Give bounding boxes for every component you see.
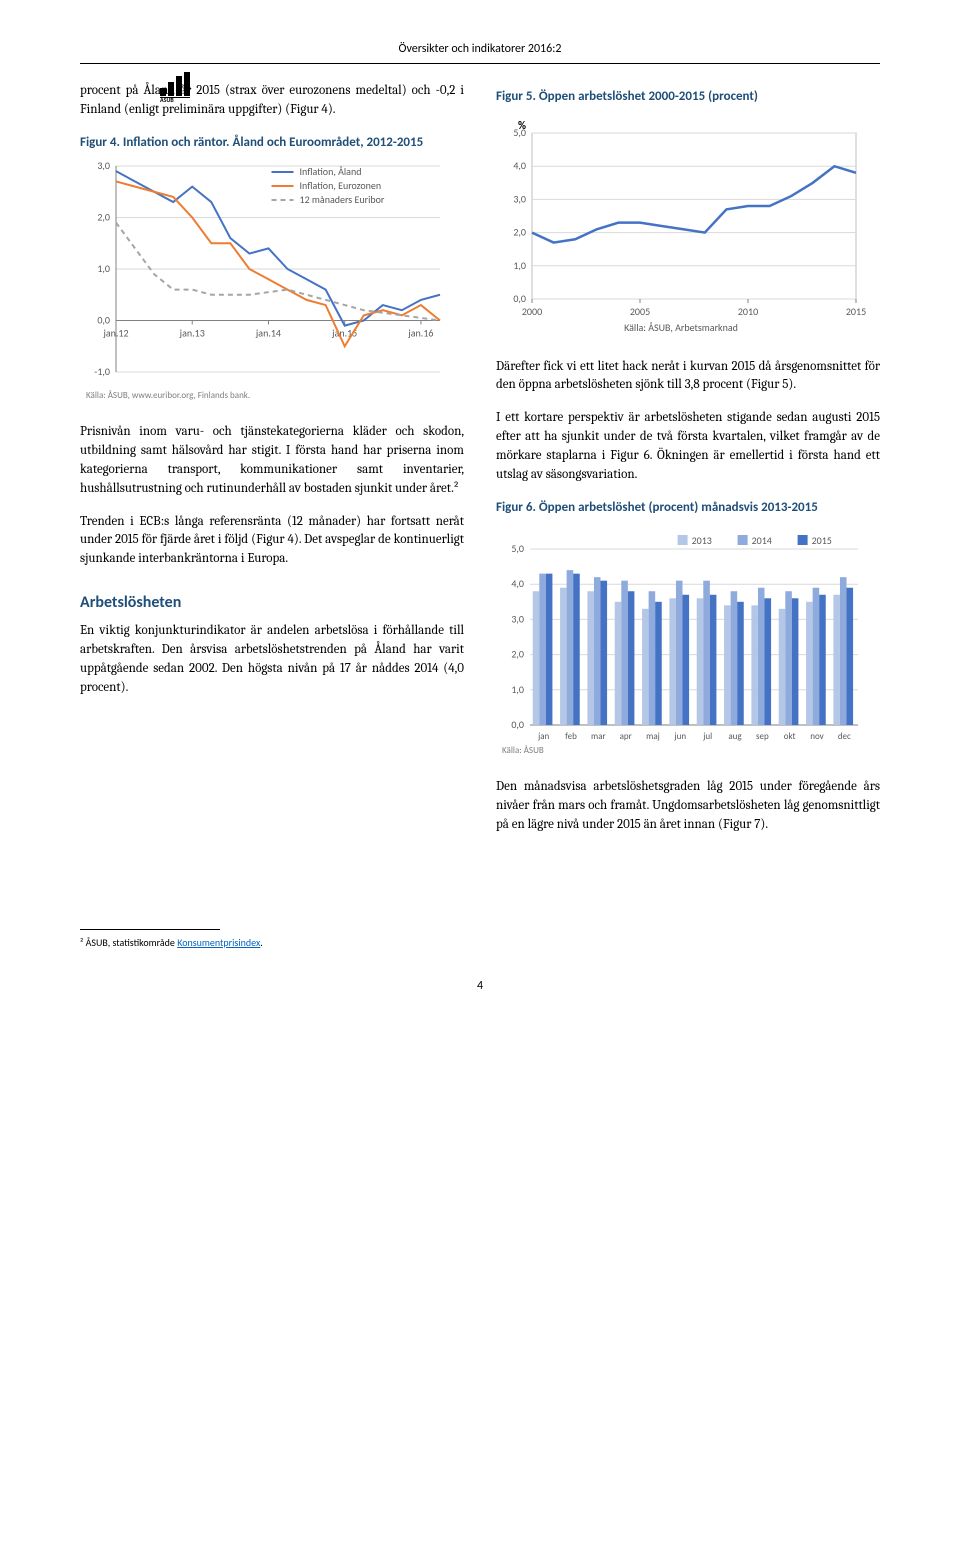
svg-text:aug: aug: [728, 731, 742, 742]
left-column: procent på Åland år 2015 (strax över eur…: [80, 82, 464, 849]
footnote-text: ÅSUB, statistikområde: [83, 936, 177, 949]
svg-text:2013: 2013: [692, 534, 712, 547]
right-p1: Därefter fick vi ett litet hack neråt i …: [496, 358, 880, 396]
right-column: Figur 5. Öppen arbetslöshet 2000-2015 (p…: [496, 82, 880, 849]
left-p4: En viktig konjunkturindikator är andelen…: [80, 622, 464, 697]
fig4-chart: -1,00,01,02,03,0jan.12jan.13jan.14jan.15…: [80, 160, 464, 407]
fig5-title: Figur 5. Öppen arbetslöshet 2000-2015 (p…: [496, 88, 880, 107]
svg-text:4,0: 4,0: [511, 578, 524, 591]
left-p2: Prisnivån inom varu- och tjänstekategori…: [80, 423, 464, 498]
svg-text:jan.13: jan.13: [179, 327, 205, 340]
svg-text:Inflation, Eurozonen: Inflation, Eurozonen: [300, 179, 382, 192]
svg-text:1,0: 1,0: [513, 258, 526, 271]
svg-text:jan: jan: [537, 731, 549, 742]
svg-text:4,0: 4,0: [513, 159, 526, 172]
footnote-link[interactable]: Konsumentprisindex: [177, 936, 260, 949]
left-p1: procent på Åland år 2015 (strax över eur…: [80, 82, 464, 120]
svg-text:2,0: 2,0: [97, 211, 110, 224]
svg-text:jun: jun: [674, 731, 687, 742]
svg-text:Inflation, Åland: Inflation, Åland: [300, 165, 362, 178]
fig5-chart: 0,01,02,03,04,05,0%2000200520102015Källa…: [496, 115, 880, 342]
footnote-rule: [80, 929, 220, 930]
fig6-title: Figur 6. Öppen arbetslöshet (procent) må…: [496, 499, 880, 518]
svg-text:2015: 2015: [812, 534, 832, 547]
svg-text:12 månaders Euribor: 12 månaders Euribor: [300, 193, 385, 206]
svg-text:2014: 2014: [752, 534, 772, 547]
fig6-chart: 0,0 1,0 2,0 3,0 4,0 5,0 2013 2014 2015 jan feb mar a…: [496, 525, 880, 762]
svg-text:0,0: 0,0: [511, 718, 524, 731]
svg-text:5,0: 5,0: [511, 542, 524, 555]
svg-text:3,0: 3,0: [513, 192, 526, 205]
svg-text:Källa: ÅSUB: Källa: ÅSUB: [502, 745, 544, 755]
svg-text:Källa: ÅSUB, Arbetsmarknad: Källa: ÅSUB, Arbetsmarknad: [624, 321, 738, 334]
svg-text:jul: jul: [702, 731, 712, 742]
svg-text:2,0: 2,0: [513, 225, 526, 238]
svg-text:jan.12: jan.12: [102, 327, 128, 340]
svg-text:maj: maj: [646, 731, 660, 742]
svg-text:2015: 2015: [846, 305, 866, 318]
svg-text:jan.16: jan.16: [407, 327, 433, 340]
svg-text:2000: 2000: [522, 305, 542, 318]
svg-text:sep: sep: [756, 731, 769, 742]
svg-text:0,0: 0,0: [97, 314, 110, 327]
svg-text:3,0: 3,0: [511, 613, 524, 626]
section-arbetslosheten: Arbetslösheten: [80, 591, 464, 614]
svg-text:jan.14: jan.14: [255, 327, 281, 340]
svg-text:-1,0: -1,0: [94, 365, 110, 378]
svg-text:Källa: ÅSUB, www.euribor.org,: Källa: ÅSUB, www.euribor.org, Finlands b…: [86, 390, 250, 400]
right-p3: Den månadsvisa arbetslöshetsgraden låg 2…: [496, 778, 880, 835]
svg-text:apr: apr: [620, 731, 632, 742]
svg-text:3,0: 3,0: [97, 160, 110, 172]
page-number: 4: [80, 978, 880, 995]
svg-text:1,0: 1,0: [97, 262, 110, 275]
footnote-suffix: .: [260, 936, 263, 949]
header-rule: [80, 63, 880, 64]
fig4-title: Figur 4. Inflation och räntor. Åland och…: [80, 134, 464, 153]
right-p2: I ett kortare perspektiv är arbetslöshet…: [496, 409, 880, 484]
svg-text:mar: mar: [591, 731, 606, 742]
header-title: Översikter och indikatorer 2016:2: [399, 42, 562, 56]
content-columns: procent på Åland år 2015 (strax över eur…: [80, 82, 880, 849]
svg-text:1,0: 1,0: [511, 683, 524, 696]
svg-text:0,0: 0,0: [513, 292, 526, 305]
svg-text:ÅSUB: ÅSUB: [160, 96, 174, 102]
svg-text:2005: 2005: [630, 305, 650, 318]
svg-text:nov: nov: [810, 731, 824, 742]
svg-text:2,0: 2,0: [511, 648, 524, 661]
asub-logo: ÅSUB: [160, 72, 204, 102]
svg-text:okt: okt: [784, 731, 796, 742]
page-header: ÅSUB Översikter och indikatorer 2016:2: [80, 40, 880, 59]
svg-text:dec: dec: [838, 731, 851, 742]
svg-text:2010: 2010: [738, 305, 758, 318]
left-p3: Trenden i ECB:s långa referensränta (12 …: [80, 513, 464, 570]
svg-text:feb: feb: [565, 731, 577, 742]
svg-text:%: %: [518, 119, 526, 132]
footnote: ² ÅSUB, statistikområde Konsumentprisind…: [80, 936, 880, 951]
